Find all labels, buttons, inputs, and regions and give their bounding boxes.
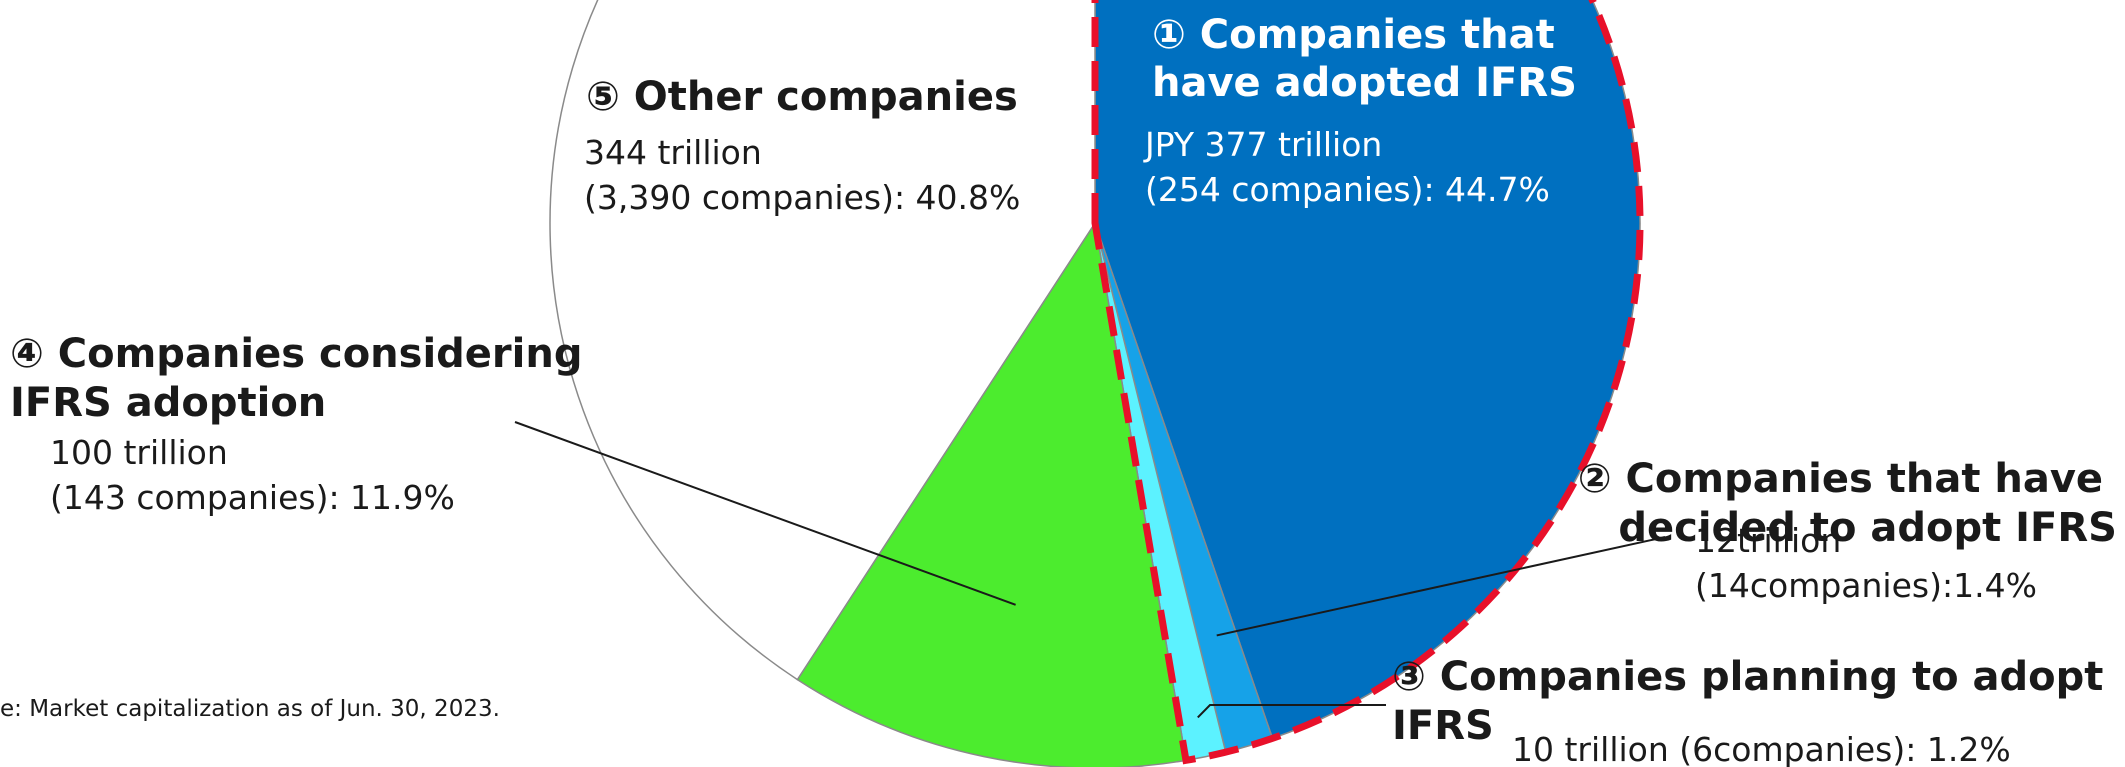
label-decided-value-line-1: 12trillion xyxy=(1695,521,1841,560)
label-decided-title: ② Companies that have decided to adopt I… xyxy=(1578,456,2117,551)
label-considering-value-line-1: 100 trillion xyxy=(50,433,228,472)
pie-slice-considering xyxy=(796,220,1187,767)
label-planning-value: 10 trillion (6companies): 1.2% xyxy=(1512,730,2011,767)
ifrs-group-highlight-outline xyxy=(1091,0,1644,765)
label-other-title: ⑤ Other companies xyxy=(586,74,1018,120)
label-decided-value: 12trillion (14companies):1.4% xyxy=(1695,521,2037,605)
label-decided-value-line-2: (14companies):1.4% xyxy=(1695,566,2037,605)
label-considering-title: ④ Companies considering IFRS adoption xyxy=(10,331,596,426)
label-planning-title-line-2: IFRS xyxy=(1392,703,1494,749)
label-planning-title: ③ Companies planning to adopt IFRS xyxy=(1392,654,2117,749)
leader-line-considering xyxy=(514,421,1016,606)
pie-slices xyxy=(549,0,1641,767)
leader-line-planning xyxy=(1197,704,1386,719)
label-adopted-title-line-2: have adopted IFRS xyxy=(1152,60,1577,106)
leader-lines xyxy=(514,421,1666,719)
pie-slice-adopted xyxy=(1094,0,1641,740)
label-adopted-value: JPY 377 trillion (254 companies): 44.7% xyxy=(1143,125,1550,209)
label-considering-value-line-2: (143 companies): 11.9% xyxy=(50,478,455,517)
label-other-value-line-2: (3,390 companies): 40.8% xyxy=(584,178,1020,217)
label-planning-value-line-1: 10 trillion (6companies): 1.2% xyxy=(1512,730,2011,767)
source-note: e: Market capitalization as of Jun. 30, … xyxy=(0,696,500,722)
label-adopted-value-line-1: JPY 377 trillion xyxy=(1143,125,1382,164)
label-considering-title-line-2: IFRS adoption xyxy=(10,380,326,426)
label-adopted-value-line-2: (254 companies): 44.7% xyxy=(1145,170,1550,209)
label-other-title-line-1: ⑤ Other companies xyxy=(586,74,1018,120)
label-other-value: 344 trillion (3,390 companies): 40.8% xyxy=(584,133,1020,217)
label-adopted-title: ① Companies that have adopted IFRS xyxy=(1152,12,1577,106)
label-decided-title-line-1: ② Companies that have xyxy=(1578,456,2103,502)
label-considering-value: 100 trillion (143 companies): 11.9% xyxy=(50,433,455,517)
leader-line-decided xyxy=(1216,536,1666,637)
pie-slice-other xyxy=(549,0,1096,681)
label-planning-title-line-1: ③ Companies planning to adopt xyxy=(1392,654,2103,700)
label-decided-title-line-2: decided to adopt IFRS xyxy=(1618,505,2117,551)
label-other-value-line-1: 344 trillion xyxy=(584,133,762,172)
label-adopted-title-line-1: ① Companies that xyxy=(1152,12,1555,58)
label-considering-title-line-1: ④ Companies considering xyxy=(10,331,582,377)
